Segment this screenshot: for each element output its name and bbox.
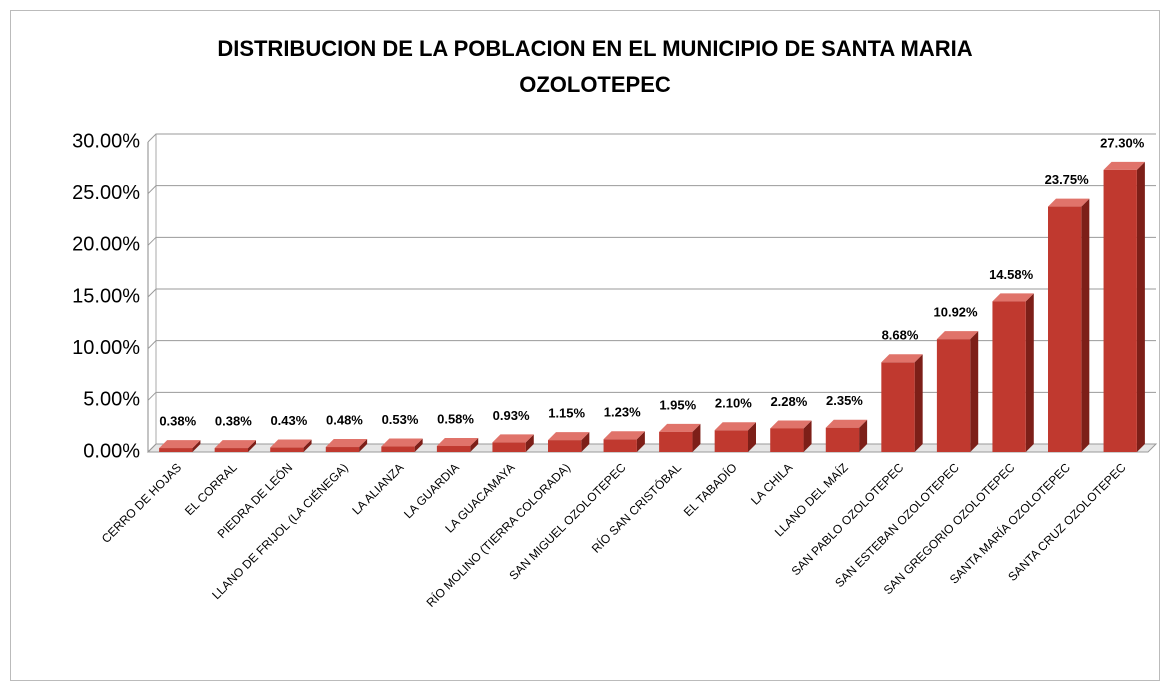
bar	[881, 362, 915, 452]
y-tick-label: 25.00%	[72, 182, 140, 204]
bar-top	[603, 431, 645, 440]
bar-side	[748, 422, 756, 452]
bar-side	[359, 439, 368, 452]
value-label: 0.93%	[493, 408, 530, 423]
bar-side	[470, 438, 479, 452]
bar	[825, 427, 860, 452]
bar-top	[936, 331, 979, 340]
bar-side	[1136, 161, 1145, 452]
value-label: 2.10%	[715, 396, 752, 411]
bar-top	[1048, 198, 1090, 207]
bar-side	[414, 438, 423, 452]
bar-side	[248, 440, 256, 452]
bar-side	[1081, 198, 1090, 452]
bar	[714, 430, 748, 452]
y-tick-label: 0.00%	[83, 440, 140, 462]
bar	[325, 447, 360, 452]
bar	[992, 301, 1026, 452]
chart-border	[10, 10, 1160, 681]
bar	[603, 439, 637, 452]
grid-line	[147, 391, 1156, 401]
bar-top	[436, 438, 479, 447]
bar-side	[192, 440, 201, 452]
bar-top	[548, 432, 590, 441]
value-label: 14.58%	[989, 267, 1034, 282]
value-label: 1.23%	[604, 405, 641, 420]
bar-top	[881, 354, 923, 363]
grid-line	[147, 443, 1156, 453]
bar-side	[970, 331, 979, 452]
value-label: 0.53%	[382, 412, 419, 427]
bar-side	[692, 423, 701, 452]
y-tick-label: 10.00%	[72, 337, 140, 359]
bar-top	[381, 438, 423, 447]
bar-top	[992, 293, 1034, 302]
bar-side	[525, 434, 534, 452]
grid-line	[147, 288, 1156, 298]
bar	[381, 446, 415, 452]
bar	[1048, 206, 1082, 452]
bar	[159, 448, 193, 452]
value-label: 8.68%	[882, 328, 919, 343]
bar-top	[325, 439, 368, 448]
y-tick-label: 5.00%	[83, 389, 140, 411]
bar	[492, 442, 526, 452]
bar-side	[636, 431, 645, 452]
grid-line	[147, 133, 1156, 143]
bar-top	[659, 423, 701, 432]
bar-top	[1103, 161, 1145, 170]
bar-top	[770, 420, 812, 429]
bar	[214, 448, 248, 452]
value-label: 0.48%	[326, 412, 363, 427]
bar-top	[825, 419, 868, 428]
bar-side	[803, 420, 812, 452]
value-label: 23.75%	[1045, 172, 1090, 187]
bar	[270, 447, 304, 452]
bar-top	[159, 440, 201, 449]
bar-side	[303, 439, 312, 452]
bar-top	[492, 434, 534, 443]
chart-title: DISTRIBUCION DE LA POBLACION EN EL MUNIC…	[217, 36, 972, 97]
bar-top	[270, 439, 312, 448]
bar-top	[714, 422, 756, 431]
value-label: 0.38%	[215, 414, 252, 429]
bar-side	[859, 419, 868, 452]
value-label: 2.28%	[770, 394, 807, 409]
bar	[659, 431, 693, 452]
y-tick-label: 20.00%	[72, 234, 140, 256]
grid-line	[147, 185, 1156, 195]
value-label: 0.43%	[270, 413, 307, 428]
y-tick-label: 15.00%	[72, 285, 140, 307]
bar-top	[214, 440, 256, 449]
bar	[936, 339, 971, 452]
bar	[770, 428, 804, 452]
value-label: 2.35%	[826, 393, 863, 408]
bar-side	[581, 432, 590, 452]
bar-side	[914, 354, 923, 452]
value-label: 10.92%	[934, 305, 979, 320]
bar	[1103, 169, 1137, 452]
value-label: 1.95%	[659, 397, 696, 412]
value-label: 0.58%	[437, 411, 474, 426]
grid-line	[147, 340, 1156, 350]
value-label: 0.38%	[159, 414, 196, 429]
bar	[436, 446, 471, 452]
bar-side	[1025, 293, 1034, 452]
bar	[548, 440, 582, 452]
value-label: 27.30%	[1100, 135, 1145, 150]
value-label: 1.15%	[548, 406, 585, 421]
grid-line	[147, 236, 1156, 246]
y-tick-label: 30.00%	[72, 130, 140, 152]
